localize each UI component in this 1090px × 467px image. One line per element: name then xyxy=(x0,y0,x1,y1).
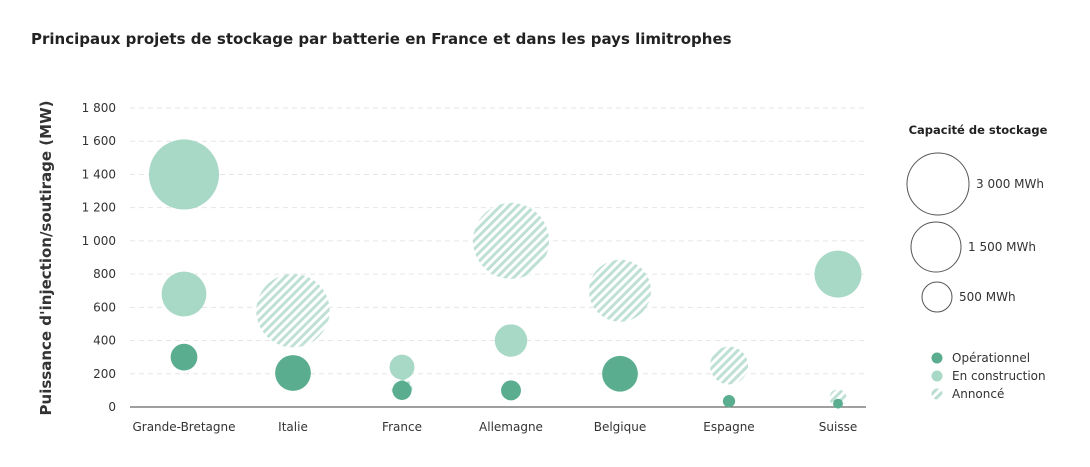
size-legend-circle xyxy=(906,152,970,216)
bubble-en-construction xyxy=(389,354,415,380)
y-tick-label: 800 xyxy=(93,267,116,281)
legend-marker xyxy=(931,370,943,382)
legend-label: En construction xyxy=(952,369,1046,383)
y-tick-label: 1 200 xyxy=(82,201,116,215)
x-tick-label: Allemagne xyxy=(479,420,543,434)
bubble-en-construction xyxy=(494,324,528,357)
y-tick-label: 1 800 xyxy=(82,101,116,115)
bubble-annonc- xyxy=(589,259,651,322)
bubble-op-rationnel xyxy=(392,380,412,400)
bubble-annonc- xyxy=(473,202,549,279)
bubble-op-rationnel xyxy=(602,355,638,392)
size-legend-label: 1 500 MWh xyxy=(968,240,1036,254)
chart-title: Principaux projets de stockage par batte… xyxy=(31,30,732,48)
legend-label: Opérationnel xyxy=(952,351,1030,365)
bubble-en-construction xyxy=(161,271,207,317)
x-tick-label: Grande-Bretagne xyxy=(132,420,235,434)
size-legend-title: Capacité de stockage xyxy=(909,123,1048,137)
bubble-op-rationnel xyxy=(275,355,311,391)
y-axis-label: Puissance d'injection/soutirage (MW) xyxy=(37,101,55,416)
size-legend-label: 500 MWh xyxy=(959,290,1016,304)
legend-label: Annoncé xyxy=(952,387,1004,401)
x-tick-label: Belgique xyxy=(594,420,647,434)
x-tick-label: Espagne xyxy=(703,420,754,434)
bubble-annonc- xyxy=(256,273,330,348)
y-tick-label: 1 600 xyxy=(82,134,116,148)
x-tick-label: France xyxy=(382,420,422,434)
bubble-op-rationnel xyxy=(833,398,843,409)
bubble-op-rationnel xyxy=(501,380,521,401)
y-tick-label: 200 xyxy=(93,367,116,381)
size-legend-circle xyxy=(921,281,953,313)
y-tick-label: 0 xyxy=(108,400,116,414)
y-tick-label: 400 xyxy=(93,334,116,348)
bubble-op-rationnel xyxy=(722,395,736,408)
legend-marker xyxy=(931,352,943,364)
legend-marker xyxy=(931,388,943,400)
y-tick-label: 600 xyxy=(93,300,116,314)
bubble-en-construction xyxy=(814,250,862,298)
bubble-op-rationnel xyxy=(170,343,198,371)
y-tick-label: 1 000 xyxy=(82,234,116,248)
y-tick-label: 1 400 xyxy=(82,167,116,181)
bubble-annonc- xyxy=(710,346,748,385)
size-legend-label: 3 000 MWh xyxy=(976,177,1044,191)
x-tick-label: Suisse xyxy=(819,420,857,434)
x-tick-label: Italie xyxy=(278,420,308,434)
size-legend-circle xyxy=(910,221,962,273)
bubble-en-construction xyxy=(148,139,220,210)
